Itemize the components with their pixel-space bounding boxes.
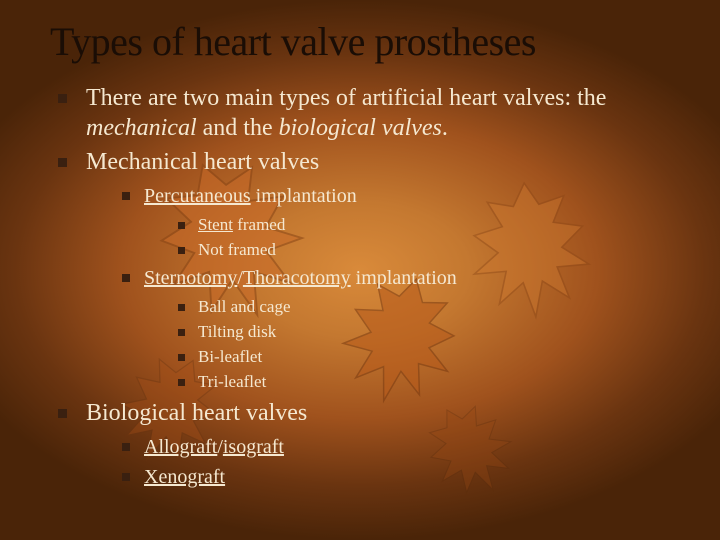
text-italic: biological valves [279, 115, 442, 141]
text-underline: Allograft [144, 436, 217, 458]
slide: Types of heart valve prostheses There ar… [0, 0, 720, 540]
bullet-list-lvl1: There are two main types of artificial h… [50, 83, 680, 491]
text-underline: Thoracotomy [243, 267, 351, 289]
bullet-trileaflet: Tri-leaflet [174, 371, 680, 394]
text: framed [233, 215, 285, 234]
bullet-list-lvl2: Allograft/isograft Xenograft [86, 434, 680, 491]
bullet-notframed: Not framed [174, 239, 680, 262]
bullet-stent: Stent framed [174, 214, 680, 237]
text-underline: Percutaneous [144, 185, 251, 207]
text-italic: mechanical [86, 115, 197, 141]
text: Biological heart valves [86, 400, 307, 426]
text: There are two main types of artificial h… [86, 85, 606, 111]
text-underline: Stent [198, 215, 233, 234]
content-area: Types of heart valve prostheses There ar… [0, 0, 720, 491]
text: implantation [351, 267, 457, 289]
text-underline: Xenograft [144, 466, 225, 488]
text: Mechanical heart valves [86, 149, 319, 175]
bullet-mechanical: Mechanical heart valves Percutaneous imp… [50, 147, 680, 394]
bullet-biological: Biological heart valves Allograft/isogra… [50, 398, 680, 491]
bullet-allograft: Allograft/isograft [116, 434, 680, 461]
text-underline: isograft [223, 436, 284, 458]
bullet-xenograft: Xenograft [116, 464, 680, 491]
text-underline: Sternotomy [144, 267, 237, 289]
bullet-sternotomy: Sternotomy/Thoracotomy implantation Ball… [116, 265, 680, 394]
text: . [442, 115, 448, 141]
bullet-bileaflet: Bi-leaflet [174, 346, 680, 369]
bullet-percutaneous: Percutaneous implantation Stent framed N… [116, 183, 680, 262]
bullet-tilt: Tilting disk [174, 321, 680, 344]
text: and the [197, 115, 279, 141]
bullet-list-lvl3: Ball and cage Tilting disk Bi-leaflet Tr… [144, 296, 680, 394]
bullet-ball: Ball and cage [174, 296, 680, 319]
bullet-list-lvl2: Percutaneous implantation Stent framed N… [86, 183, 680, 394]
text: implantation [251, 185, 357, 207]
bullet-intro: There are two main types of artificial h… [50, 83, 680, 143]
slide-title: Types of heart valve prostheses [50, 18, 680, 65]
bullet-list-lvl3: Stent framed Not framed [144, 214, 680, 262]
